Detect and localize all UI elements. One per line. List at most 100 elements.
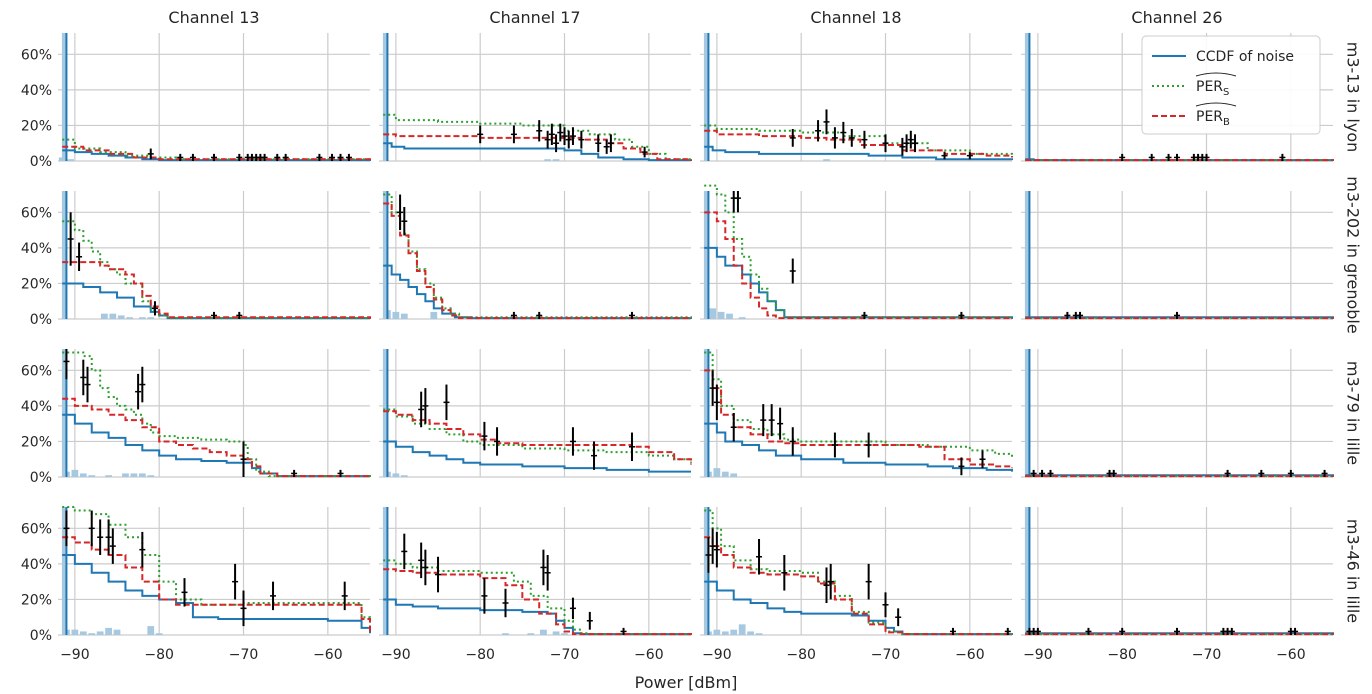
legend-label-subscript: S (1223, 87, 1229, 98)
histogram-bar (138, 473, 146, 477)
histogram-bar (71, 629, 79, 635)
row-title: m3-46 in lille (1344, 519, 1363, 623)
legend-hat-mark (1195, 102, 1237, 107)
per-b-series-line (383, 568, 692, 636)
x-tick-label: −60 (313, 647, 343, 663)
histogram-bar (79, 631, 87, 635)
legend-box (1141, 35, 1321, 135)
histogram-bar (730, 629, 738, 635)
histogram-bar (109, 313, 117, 319)
per-s-series-line (62, 506, 371, 632)
histogram-bar (527, 633, 535, 635)
x-tick-label: −60 (955, 647, 985, 663)
histogram-bar (400, 313, 408, 319)
per-s-series-line (704, 124, 1013, 158)
x-tick-label: −80 (1107, 647, 1137, 663)
x-tick-label: −90 (381, 647, 411, 663)
histogram-bar (552, 159, 560, 161)
x-tick-label: −90 (702, 647, 732, 663)
legend-label-subscript: B (1223, 117, 1230, 128)
per-b-series-line (1025, 317, 1334, 320)
per-s-series-line (62, 351, 371, 478)
x-tick-label: −90 (1023, 647, 1053, 663)
x-tick-label: −80 (465, 647, 495, 663)
column-title: Channel 13 (168, 8, 259, 27)
histogram-bar (738, 317, 746, 319)
per-b-series-line (1025, 633, 1334, 636)
per-b-series-line (704, 129, 1013, 158)
y-tick-label: 40% (21, 399, 52, 415)
histogram-bar (105, 475, 112, 477)
histogram-bar (117, 315, 125, 319)
per-s-series-line (62, 220, 371, 320)
ccdf-series-line (383, 598, 692, 636)
per-b-series-line (383, 202, 692, 320)
histogram-bar (155, 633, 163, 635)
histogram-bar (147, 475, 155, 477)
x-axis-label: Power [dBm] (635, 673, 738, 692)
histogram-bar (755, 633, 763, 635)
histogram-bar (392, 473, 400, 477)
per-b-series-line (1025, 159, 1334, 162)
per-b-series-line (704, 211, 1013, 320)
per-s-series-line (704, 509, 1013, 636)
per-s-series-line (383, 559, 692, 636)
y-tick-label: 60% (21, 521, 52, 537)
histogram-bar (717, 311, 725, 319)
y-tick-label: 20% (21, 276, 52, 292)
ccdf-series-line (383, 142, 692, 162)
histogram-bar (126, 317, 134, 319)
histogram-bar (730, 473, 738, 477)
legend-label-main: PER (1196, 109, 1223, 125)
x-tick-label: −60 (1276, 647, 1306, 663)
histogram-bar (122, 473, 129, 477)
x-tick-label: −90 (60, 647, 90, 663)
ccdf-series-line (62, 554, 371, 634)
legend-label: PERB (1196, 109, 1230, 128)
x-tick-label: −80 (144, 647, 174, 663)
legend-label: CCDF of noise (1196, 49, 1294, 65)
ccdf-series-line (62, 282, 371, 320)
x-tick-label: −70 (871, 647, 901, 663)
histogram-bar (713, 629, 721, 635)
per-b-series-line (704, 536, 1013, 636)
per-b-series-line (1025, 475, 1334, 478)
per-b-series-line (62, 536, 371, 632)
y-tick-label: 20% (21, 118, 52, 134)
ccdf-series-line (383, 440, 691, 473)
histogram-bar (738, 624, 746, 635)
histogram-bar (552, 631, 560, 635)
row-title: m3-202 in grenoble (1344, 176, 1363, 333)
column-title: Channel 18 (810, 8, 901, 27)
x-tick-label: −80 (786, 647, 816, 663)
y-tick-label: 20% (21, 434, 52, 450)
y-tick-label: 0% (30, 154, 52, 170)
histogram-bar (747, 631, 754, 635)
legend-label-main: PER (1196, 79, 1223, 95)
y-tick-label: 0% (30, 628, 52, 644)
histogram-bar (105, 627, 112, 635)
histogram-bar (721, 471, 729, 477)
histogram-bar (88, 475, 96, 477)
y-tick-label: 0% (30, 470, 52, 486)
y-tick-label: 40% (21, 557, 52, 573)
ccdf-series-line (704, 246, 1013, 319)
histogram-bar (79, 473, 87, 477)
histogram-bar (544, 159, 552, 161)
ccdf-series-line (704, 580, 1013, 636)
histogram-bar (96, 631, 104, 635)
per-s-series-line (383, 408, 692, 463)
x-tick-label: −70 (229, 647, 259, 663)
histogram-bar (721, 631, 729, 635)
y-tick-label: 60% (21, 205, 52, 221)
per-b-series-line (704, 369, 1013, 469)
column-title: Channel 26 (1131, 8, 1222, 27)
histogram-bar (71, 469, 79, 477)
x-tick-label: −60 (634, 647, 664, 663)
histogram-bar (540, 629, 547, 635)
y-tick-label: 40% (21, 83, 52, 99)
legend-hat-mark (1195, 72, 1237, 77)
histogram-bar (713, 468, 721, 477)
histogram-bar (430, 311, 438, 319)
